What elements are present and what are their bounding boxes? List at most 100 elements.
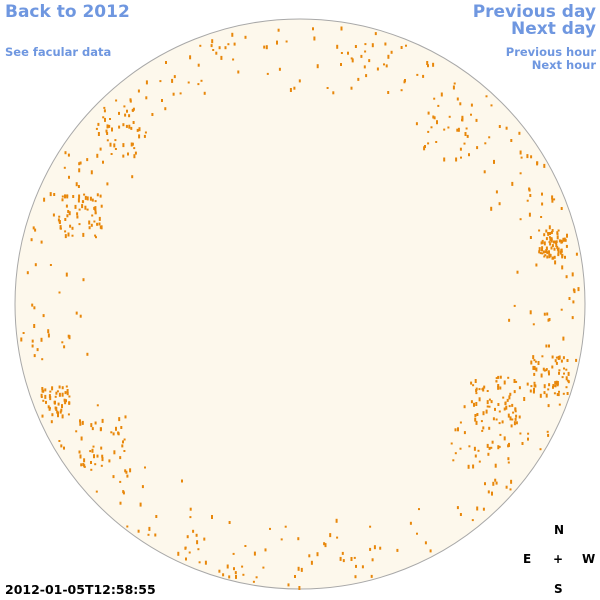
facula [77,198,80,203]
facula [371,43,374,48]
facula [565,376,568,381]
facula [427,130,430,133]
facula [86,352,89,356]
facula [553,255,556,259]
facula [127,152,129,156]
facula [75,311,78,315]
facula [385,64,388,68]
facula [477,449,480,452]
facula [547,388,550,391]
facula [110,153,113,155]
facula [424,145,426,148]
facula [44,394,47,399]
facula [545,393,548,398]
facula [550,246,553,250]
facular-link[interactable]: See facular data [5,45,112,59]
facula [104,117,106,122]
facula [400,89,403,92]
facula [563,237,566,242]
facula [370,574,373,578]
facula [557,229,560,232]
facula [519,150,522,155]
facula [473,402,475,407]
facula [44,388,47,392]
solar-disk [14,18,586,590]
back-link[interactable]: Back to 2012 [5,2,130,22]
facula [418,508,420,511]
facula [535,367,538,372]
facula [548,241,551,244]
facula [48,394,51,399]
facula [497,375,500,379]
facula [351,58,354,63]
compass-center: + [553,552,564,566]
facula [293,86,296,90]
facula [114,148,117,150]
facula [101,454,104,458]
facula [554,260,557,265]
facula [265,45,268,50]
facula [498,202,501,206]
facula [565,244,568,248]
facula [253,551,256,556]
facula [54,400,56,404]
next-hour-link[interactable]: Next hour [531,58,596,72]
facula [63,446,65,450]
facula [93,220,96,223]
facula [340,26,343,31]
facula [554,240,557,243]
facula [429,549,432,553]
facula [443,128,446,131]
facula [60,408,63,412]
previous-hour-link[interactable]: Previous hour [505,45,596,59]
facula [323,542,326,546]
facula [510,139,513,142]
facula [562,237,565,242]
facula [555,380,558,385]
facula [558,239,561,243]
facula [198,561,201,564]
facula [94,206,97,211]
facula [90,170,93,175]
previous-day-link[interactable]: Previous day [472,2,596,22]
facula [566,233,568,238]
facula [64,194,66,199]
facula [108,459,111,463]
facula [72,195,75,198]
facula [120,426,123,429]
facula [165,61,167,64]
facula [453,82,456,85]
facula [488,136,491,139]
facula [122,440,124,444]
facula [131,175,134,179]
facula [199,44,202,47]
facula [545,344,548,348]
facula [541,248,543,252]
facula [515,414,518,418]
facula [527,437,529,441]
facula [61,392,64,397]
facula [547,232,550,234]
facula [427,64,429,68]
facula [509,488,512,491]
facula [112,475,115,479]
facula [502,396,505,399]
facula [122,154,125,158]
facula [541,192,543,196]
facula [51,413,54,417]
facula [492,417,495,421]
facula [56,390,59,393]
compass-west: W [582,552,596,566]
facula [101,457,104,462]
facula [505,485,508,489]
facula [86,158,89,162]
facula [42,314,45,318]
facula [573,289,576,294]
facula [94,463,97,466]
facula [486,400,489,405]
facula [235,574,237,579]
facula [422,74,425,78]
next-day-link[interactable]: Next day [511,19,596,39]
facula [204,560,207,565]
facula [212,49,215,51]
